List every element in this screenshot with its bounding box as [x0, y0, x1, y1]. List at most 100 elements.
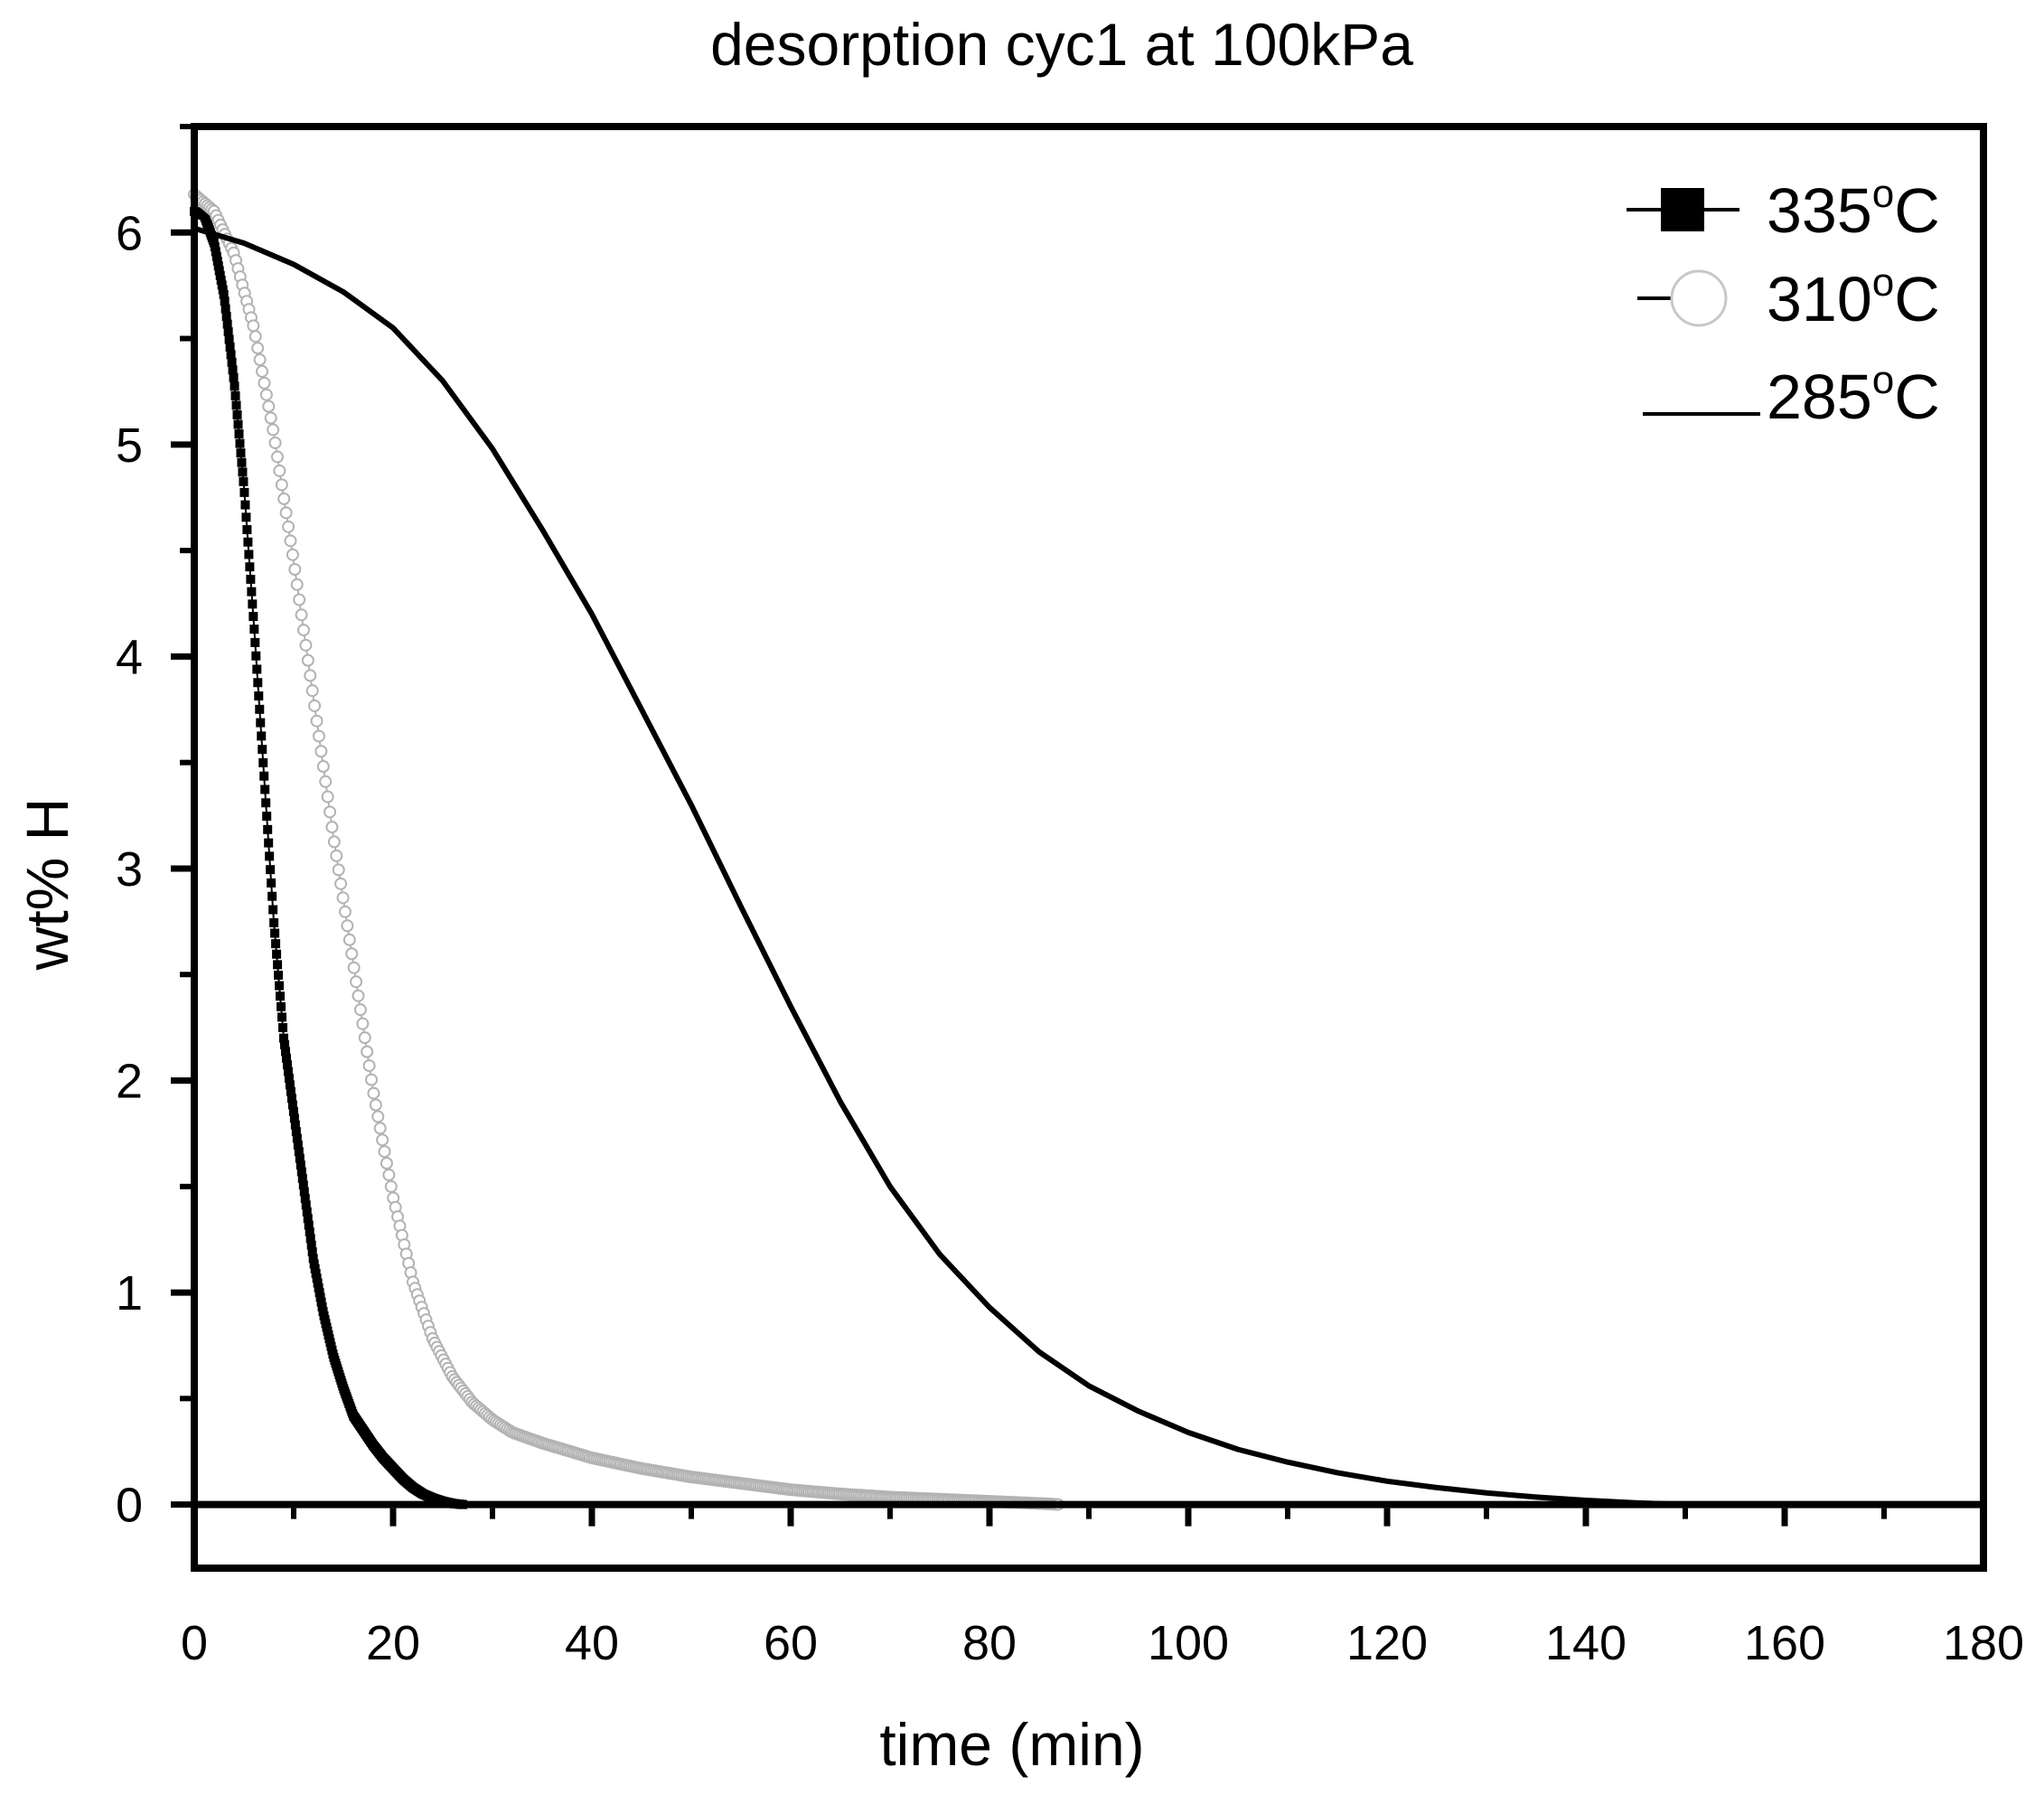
data-point: [273, 960, 283, 970]
data-point: [332, 863, 345, 877]
data-point: [249, 625, 259, 634]
data-point: [309, 1259, 319, 1269]
data-point: [216, 276, 226, 286]
data-point: [284, 1073, 294, 1083]
data-point: [290, 1120, 300, 1130]
data-point: [228, 365, 238, 375]
legend-circle-marker: [1670, 269, 1728, 327]
data-point: [225, 342, 235, 352]
data-point: [350, 975, 363, 989]
x-tick-label: 180: [1943, 1616, 2024, 1670]
legend: 335oC 310oC 285oC: [1627, 172, 1940, 432]
data-point: [295, 608, 308, 622]
x-tick-label: 120: [1346, 1616, 1428, 1670]
data-point: [279, 506, 293, 520]
data-point: [281, 1053, 291, 1063]
data-point: [289, 1114, 299, 1123]
data-point: [210, 242, 220, 252]
data-point: [265, 851, 275, 861]
data-point: [378, 1145, 391, 1159]
data-point: [224, 334, 234, 344]
data-point: [248, 330, 262, 343]
data-point: [241, 512, 251, 522]
data-point: [314, 1283, 323, 1292]
x-tick-label: 140: [1545, 1616, 1627, 1670]
data-point: [286, 548, 299, 561]
y-tick-label: 4: [116, 630, 143, 684]
series-285: [193, 225, 1686, 1508]
data-point: [334, 877, 348, 890]
data-point: [282, 1060, 292, 1070]
data-point: [277, 492, 291, 505]
data-point: [299, 638, 313, 652]
legend-square-marker: [1661, 188, 1704, 231]
data-point: [277, 1012, 287, 1022]
data-point: [278, 1022, 288, 1032]
data-point: [212, 256, 222, 266]
data-point: [362, 1059, 376, 1073]
data-point: [305, 1234, 315, 1244]
data-point: [270, 450, 284, 464]
data-point: [293, 593, 306, 606]
data-point: [298, 1180, 308, 1190]
legend-entry-335: 335oC: [1627, 172, 1940, 246]
data-point: [310, 1264, 320, 1273]
data-point: [234, 429, 244, 439]
data-point: [371, 1110, 385, 1123]
data-point: [312, 729, 325, 743]
x-tick-label: 0: [181, 1616, 208, 1670]
data-point: [279, 1039, 289, 1049]
data-point: [235, 438, 245, 448]
data-point: [213, 261, 223, 271]
x-axis-label: time (min): [879, 1711, 1144, 1778]
y-axis: 0 1 2 3 4 5 6: [116, 124, 191, 1533]
y-tick-label: 0: [116, 1479, 143, 1533]
data-point: [256, 364, 269, 378]
data-point: [342, 933, 356, 946]
data-point: [221, 312, 231, 322]
data-point: [215, 270, 225, 280]
data-point: [307, 1247, 317, 1257]
data-point: [353, 1003, 367, 1017]
data-point: [301, 1200, 311, 1210]
data-point: [258, 745, 267, 755]
data-point: [264, 411, 277, 425]
data-point: [303, 1214, 313, 1224]
data-point: [242, 525, 252, 535]
data-point: [253, 678, 263, 688]
data-point: [369, 1098, 382, 1112]
data-point: [314, 1288, 324, 1298]
data-point: [259, 388, 273, 401]
legend-entry-310: 310oC: [1637, 260, 1940, 334]
data-point: [236, 448, 246, 458]
series-335: [190, 206, 467, 1509]
data-point: [244, 550, 254, 559]
data-point: [245, 562, 255, 572]
data-point: [284, 534, 297, 548]
data-point: [296, 1167, 306, 1177]
data-point: [347, 961, 361, 974]
data-point: [250, 637, 260, 647]
data-point: [237, 457, 247, 467]
x-tick-label: 80: [962, 1616, 1017, 1670]
data-point: [288, 1106, 298, 1116]
data-point: [313, 1278, 323, 1288]
y-tick-label: 3: [116, 842, 143, 897]
data-point: [312, 1273, 322, 1283]
data-point: [306, 1240, 316, 1250]
data-point: [358, 1031, 371, 1045]
data-point: [247, 587, 257, 597]
data-point: [311, 1268, 321, 1278]
data-point: [229, 372, 239, 382]
data-point: [336, 891, 350, 905]
data-point: [294, 1147, 304, 1157]
data-point: [256, 718, 266, 728]
y-tick-label: 1: [116, 1266, 143, 1320]
data-point: [267, 423, 280, 437]
data-point: [239, 476, 248, 486]
data-point: [273, 464, 286, 477]
data-point: [361, 1045, 374, 1058]
data-point: [327, 835, 341, 849]
data-point: [280, 1047, 290, 1057]
data-point: [325, 821, 339, 834]
